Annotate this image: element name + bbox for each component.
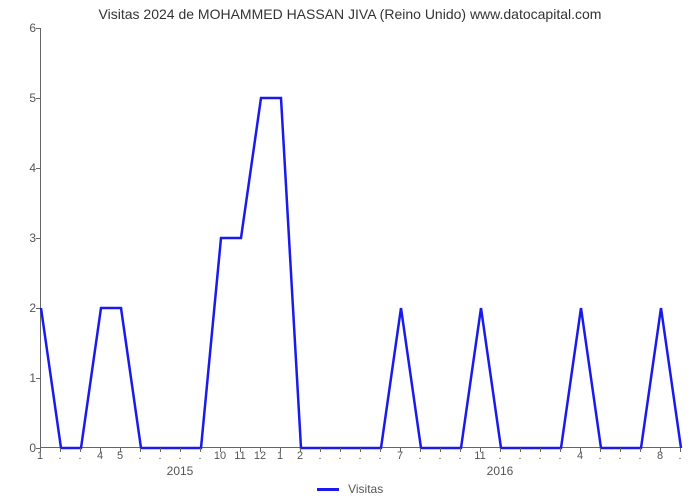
ytick-label: 3	[18, 231, 36, 245]
xtick-label: .	[58, 450, 61, 462]
ytick-mark	[36, 308, 40, 309]
xtick-label: .	[318, 450, 321, 462]
xtick-label: 8	[657, 450, 663, 462]
xtick-label: 5	[117, 450, 123, 462]
ytick-label: 6	[18, 21, 36, 35]
x-group-label: 2015	[167, 464, 194, 478]
xtick-label: .	[338, 450, 341, 462]
xtick-label: .	[418, 450, 421, 462]
series-line	[41, 98, 681, 448]
xtick-label: 7	[397, 450, 403, 462]
xtick-label: .	[618, 450, 621, 462]
xtick-label: 12	[254, 450, 266, 462]
legend-label: Visitas	[348, 482, 383, 496]
xtick-label: 11	[234, 450, 245, 462]
ytick-mark	[36, 168, 40, 169]
xtick-label: .	[198, 450, 201, 462]
xtick-label: .	[678, 450, 681, 462]
xtick-label: .	[558, 450, 561, 462]
chart-title: Visitas 2024 de MOHAMMED HASSAN JIVA (Re…	[0, 6, 700, 22]
xtick-label: .	[378, 450, 381, 462]
xtick-label: .	[158, 450, 161, 462]
xtick-label: 2	[297, 450, 303, 462]
ytick-label: 1	[18, 371, 36, 385]
plot-area	[40, 28, 680, 448]
xtick-label: .	[598, 450, 601, 462]
xtick-label: .	[138, 450, 141, 462]
xtick-label: 1	[37, 450, 43, 462]
ytick-label: 5	[18, 91, 36, 105]
xtick-label: .	[518, 450, 521, 462]
xtick-label: .	[538, 450, 541, 462]
legend-swatch	[317, 488, 339, 491]
line-series	[41, 28, 681, 448]
xtick-label: 10	[214, 450, 226, 462]
x-group-label: 2016	[487, 464, 514, 478]
legend: Visitas	[0, 482, 700, 496]
ytick-mark	[36, 28, 40, 29]
ytick-label: 4	[18, 161, 36, 175]
chart-container: Visitas 2024 de MOHAMMED HASSAN JIVA (Re…	[0, 0, 700, 500]
ytick-mark	[36, 378, 40, 379]
ytick-label: 2	[18, 301, 36, 315]
ytick-label: 0	[18, 441, 36, 455]
xtick-label: 1	[277, 450, 283, 462]
ytick-mark	[36, 98, 40, 99]
xtick-label: .	[78, 450, 81, 462]
xtick-label: .	[438, 450, 441, 462]
xtick-label: 11	[474, 450, 485, 462]
xtick-label: .	[358, 450, 361, 462]
xtick-label: .	[638, 450, 641, 462]
xtick-label: 4	[577, 450, 583, 462]
xtick-label: 4	[97, 450, 103, 462]
xtick-label: .	[498, 450, 501, 462]
xtick-label: .	[178, 450, 181, 462]
xtick-label: .	[458, 450, 461, 462]
ytick-mark	[36, 238, 40, 239]
